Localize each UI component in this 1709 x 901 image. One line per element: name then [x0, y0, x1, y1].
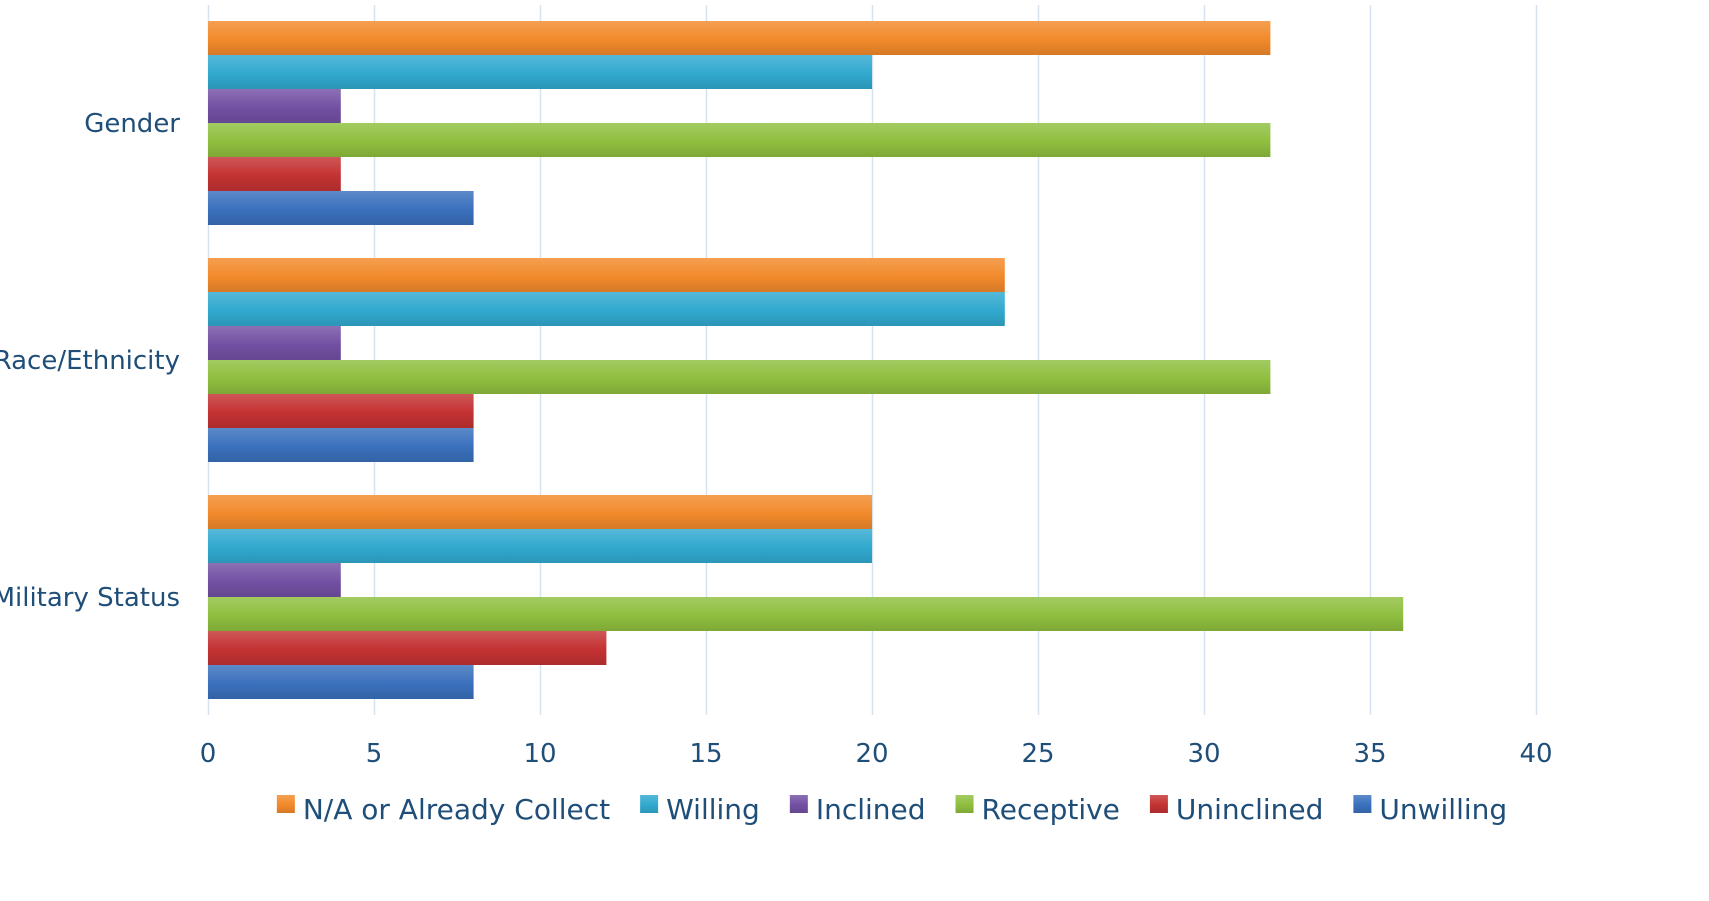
legend-swatch-uninclined [1149, 795, 1168, 813]
x-axis: 0 5 10 15 20 25 30 35 40 [200, 739, 1553, 769]
bar-gender-n-a-or-already-collect [208, 21, 1271, 55]
legend-swatch-inclined [789, 795, 808, 813]
x-tick-label-20: 20 [855, 739, 888, 769]
category-label-military-status: Military Status [0, 583, 180, 613]
legend-label-uninclined: Uninclined [1176, 793, 1323, 826]
bar-race-ethnicity-n-a-or-already-collect [208, 258, 1005, 292]
x-tick-label-40: 40 [1519, 739, 1552, 769]
x-tick-label-35: 35 [1353, 739, 1386, 769]
bar-military-status-receptive [208, 597, 1404, 631]
legend-label-n-a-or-already-collect: N/A or Already Collect [303, 793, 610, 826]
category-label-gender: Gender [84, 109, 180, 139]
x-tick-label-25: 25 [1021, 739, 1054, 769]
bar-gender-uninclined [208, 157, 341, 191]
x-tick-label-5: 5 [366, 739, 383, 769]
legend-item-n-a-or-already-collect[interactable]: N/A or Already Collect [276, 793, 610, 826]
bar-gender-unwilling [208, 191, 474, 225]
bar-gender-inclined [208, 89, 341, 123]
legend-swatch-receptive [955, 795, 974, 813]
bar-race-ethnicity-willing [208, 292, 1005, 326]
bar-military-status-unwilling [208, 665, 474, 699]
bar-race-ethnicity-unwilling [208, 428, 474, 462]
bar-military-status-willing [208, 529, 872, 563]
bar-gender-receptive [208, 123, 1271, 157]
category-axis: Gender Race/Ethnicity Military Status [0, 109, 180, 613]
bar-military-status-uninclined [208, 631, 607, 665]
bar-race-ethnicity-receptive [208, 360, 1271, 394]
legend-item-unwilling[interactable]: Unwilling [1353, 793, 1507, 826]
legend-swatch-unwilling [1353, 795, 1372, 813]
legend-label-receptive: Receptive [982, 793, 1120, 826]
legend-item-receptive[interactable]: Receptive [955, 793, 1120, 826]
bar-race-ethnicity-uninclined [208, 394, 474, 428]
legend-label-willing: Willing [666, 793, 760, 826]
legend-item-inclined[interactable]: Inclined [789, 793, 926, 826]
bars [208, 21, 1404, 699]
x-tick-label-15: 15 [689, 739, 722, 769]
legend-label-inclined: Inclined [816, 793, 926, 826]
legend-swatch-willing [640, 795, 659, 813]
bar-gender-willing [208, 55, 872, 89]
x-tick-label-0: 0 [200, 739, 217, 769]
bar-military-status-inclined [208, 563, 341, 597]
legend-item-uninclined[interactable]: Uninclined [1149, 793, 1323, 826]
legend-swatch-n-a-or-already-collect [276, 795, 295, 813]
legend-item-willing[interactable]: Willing [640, 793, 760, 826]
legend[interactable]: N/A or Already Collect Willing Inclined Rec… [276, 793, 1507, 826]
bar-race-ethnicity-inclined [208, 326, 341, 360]
x-tick-label-10: 10 [523, 739, 556, 769]
bar-military-status-n-a-or-already-collect [208, 495, 872, 529]
legend-label-unwilling: Unwilling [1379, 793, 1507, 826]
category-label-race-ethnicity: Race/Ethnicity [0, 346, 180, 376]
x-tick-label-30: 30 [1187, 739, 1220, 769]
